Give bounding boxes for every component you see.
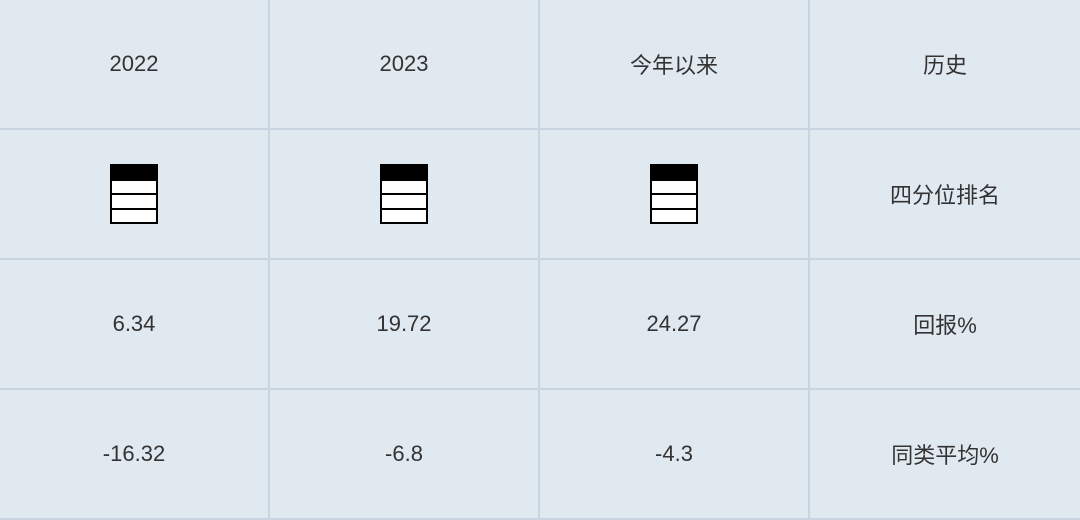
header-label: 2023 [380,51,429,77]
header-label: 2022 [110,51,159,77]
return-value: 6.34 [113,311,156,337]
performance-table: 2022 2023 今年以来 历史 四分位排名 [0,0,1080,518]
peer-avg-cell-2022: -16.32 [0,390,270,520]
quartile-cell-ytd [540,130,810,260]
return-label-cell: 回报% [810,260,1080,390]
return-value: 24.27 [646,311,701,337]
peer-avg-label-cell: 同类平均% [810,390,1080,520]
return-cell-2022: 6.34 [0,260,270,390]
peer-avg-value: -4.3 [655,441,693,467]
return-cell-2023: 19.72 [270,260,540,390]
header-cell-2022: 2022 [0,0,270,130]
return-label: 回报% [913,308,977,340]
return-value: 19.72 [376,311,431,337]
return-cell-ytd: 24.27 [540,260,810,390]
header-label: 今年以来 [630,48,718,80]
header-cell-2023: 2023 [270,0,540,130]
peer-avg-value: -6.8 [385,441,423,467]
header-cell-ytd: 今年以来 [540,0,810,130]
quartile-rank-icon [380,164,428,224]
peer-avg-value: -16.32 [103,441,165,467]
peer-avg-label: 同类平均% [891,438,999,470]
quartile-rank-icon [650,164,698,224]
quartile-cell-2022 [0,130,270,260]
quartile-cell-2023 [270,130,540,260]
quartile-label: 四分位排名 [890,178,1000,210]
quartile-rank-icon [110,164,158,224]
quartile-label-cell: 四分位排名 [810,130,1080,260]
peer-avg-cell-ytd: -4.3 [540,390,810,520]
peer-avg-cell-2023: -6.8 [270,390,540,520]
header-label: 历史 [923,48,967,80]
header-cell-history: 历史 [810,0,1080,130]
